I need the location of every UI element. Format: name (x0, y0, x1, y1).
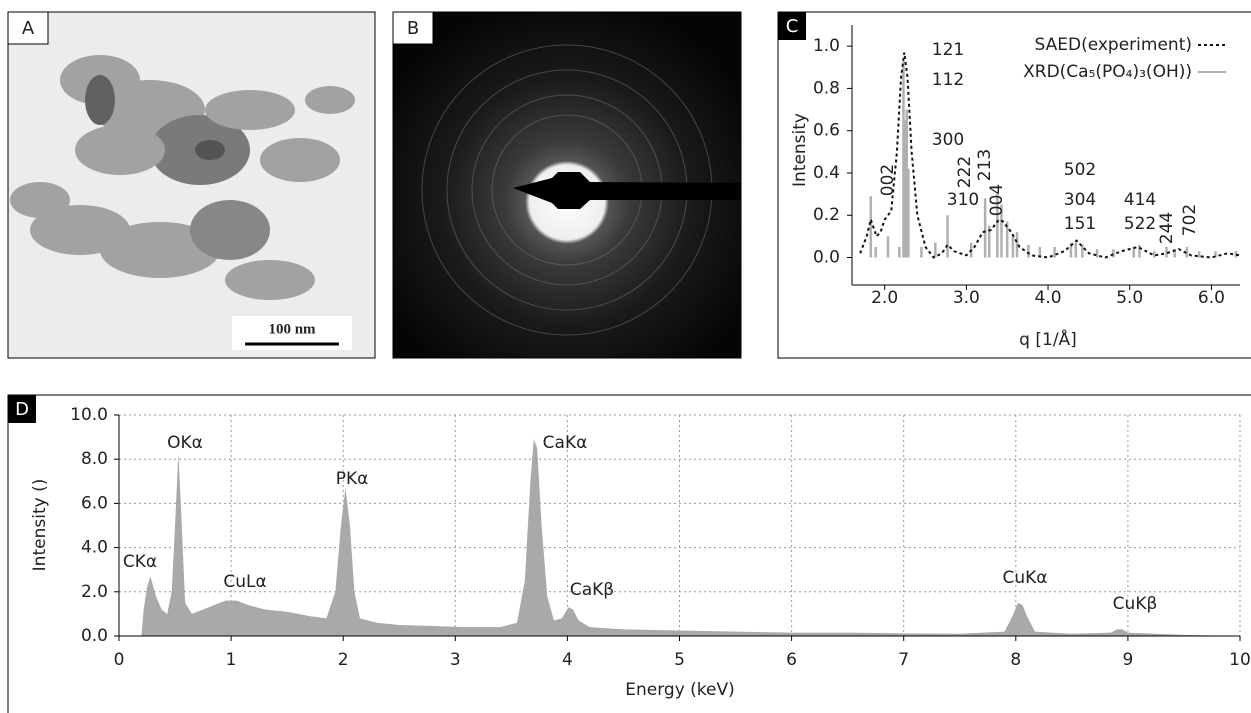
peak-label: CuKα (1003, 568, 1048, 588)
x-tick-label: 5 (674, 650, 685, 670)
x-tick-label: 5.0 (1116, 288, 1143, 308)
panel-d-frame (7, 394, 1251, 713)
peak-label: CuKβ (1113, 594, 1158, 614)
peak-label: CaKβ (570, 580, 614, 600)
x-tick-label: 3.0 (953, 288, 980, 308)
beam-stop (513, 172, 741, 209)
panel-a: A 100 nm (7, 11, 376, 359)
particles (10, 55, 355, 300)
peak-label: 222 (955, 156, 975, 188)
x-tick-label: 2 (338, 650, 349, 670)
x-tick-label: 9 (1122, 650, 1133, 670)
spectrum-area (141, 439, 1240, 636)
peak-label: PKα (336, 469, 369, 489)
tem-image (7, 11, 376, 359)
legend-label: XRD(Ca₅(PO₄)₃(OH)) (1023, 62, 1192, 82)
x-axis-title: Energy (keV) (625, 680, 735, 700)
peak-label: 310 (947, 190, 979, 210)
panel-label: A (22, 18, 35, 39)
peak-label: 151 (1064, 214, 1096, 234)
y-tick-label: 1.0 (813, 36, 840, 56)
peak-label: CaKα (543, 433, 588, 453)
x-tick-label: 4 (562, 650, 573, 670)
peak-label: 213 (975, 149, 995, 181)
peak-label: 002 (878, 164, 898, 196)
x-tick-label: 3 (450, 650, 461, 670)
panel-label-box (8, 395, 36, 423)
panel-label: B (407, 18, 419, 39)
peak-label: CKα (123, 552, 157, 572)
x-tick-label: 4.0 (1035, 288, 1062, 308)
legend-label: SAED(experiment) (1035, 35, 1192, 55)
peak-label: 502 (1064, 160, 1096, 180)
peak-label: 112 (932, 70, 964, 90)
peak-label: 304 (1064, 190, 1096, 210)
peak-label: 702 (1180, 204, 1200, 236)
saed-line (859, 52, 1241, 259)
y-tick-label: 0.6 (813, 121, 840, 141)
peak-label: 414 (1124, 190, 1156, 210)
x-tick-label: 2.0 (871, 288, 898, 308)
y-tick-label: 0.4 (813, 163, 840, 183)
y-axis-title: Intensity () (30, 479, 50, 572)
peak-label: OKα (167, 433, 203, 453)
peak-label: 121 (932, 40, 964, 60)
panel-label-box (7, 11, 49, 45)
y-axis-title: Intensity (790, 113, 810, 187)
panel-label: D (15, 399, 29, 420)
x-tick-label: 6.0 (1198, 288, 1225, 308)
panel-c-frame (777, 11, 1251, 359)
panel-label-box (778, 12, 806, 40)
y-tick-label: 0.8 (813, 78, 840, 98)
y-tick-label: 0.0 (813, 248, 840, 268)
peak-label: 004 (987, 184, 1007, 216)
x-tick-label: 10 (1229, 650, 1251, 670)
y-tick-label: 0.0 (81, 626, 108, 646)
y-tick-label: 10.0 (70, 405, 108, 425)
peak-label: 522 (1124, 214, 1156, 234)
y-tick-label: 8.0 (81, 449, 108, 469)
x-tick-label: 6 (786, 650, 797, 670)
y-tick-label: 0.2 (813, 205, 840, 225)
peak-label: 300 (932, 130, 964, 150)
y-tick-label: 4.0 (81, 538, 108, 558)
peak-label: 244 (1157, 212, 1177, 244)
scale-label: 100 nm (268, 321, 316, 337)
y-tick-label: 2.0 (81, 582, 108, 602)
panel-label-box (392, 11, 434, 45)
x-tick-label: 8 (1010, 650, 1021, 670)
x-tick-label: 7 (898, 650, 909, 670)
x-axis-title: q [1/Å] (1019, 328, 1077, 350)
peak-label: CuLα (223, 572, 266, 592)
x-tick-label: 0 (114, 650, 125, 670)
panel-label: C (786, 16, 799, 37)
y-tick-label: 6.0 (81, 493, 108, 513)
x-tick-label: 1 (226, 650, 237, 670)
panel-b: B (392, 11, 742, 359)
